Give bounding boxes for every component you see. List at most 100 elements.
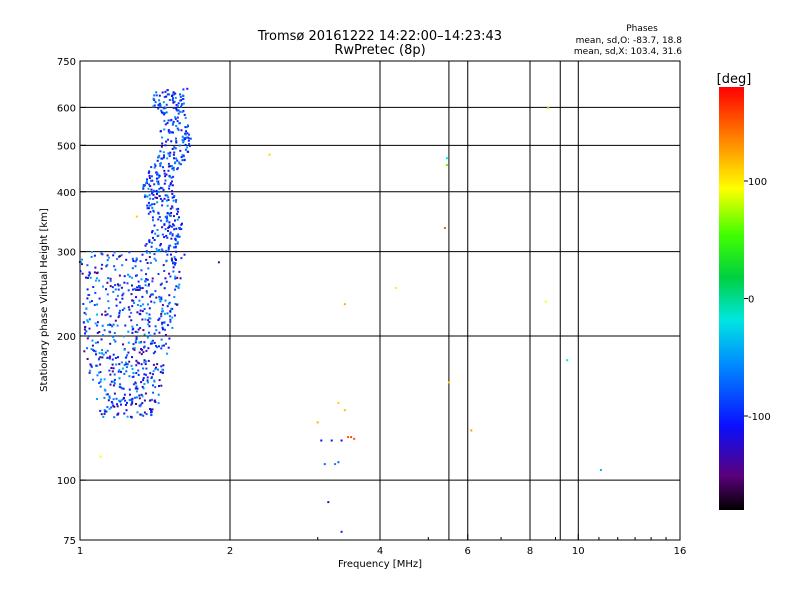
cluster-point: [105, 393, 108, 396]
cluster-point: [84, 332, 86, 335]
cluster-point: [147, 347, 150, 350]
data-point: [470, 429, 473, 432]
cluster-point: [133, 348, 136, 351]
cluster-point: [113, 265, 116, 268]
cluster-point: [158, 345, 160, 348]
cluster-point: [139, 305, 142, 307]
cluster-point: [113, 373, 116, 376]
cluster-point: [148, 174, 151, 177]
cluster-point: [158, 385, 160, 387]
cluster-point: [140, 348, 142, 351]
cluster-point: [85, 330, 88, 333]
cluster-point: [119, 386, 122, 389]
cluster-point: [137, 373, 140, 376]
cluster-point: [154, 290, 157, 293]
cluster-point: [138, 397, 141, 400]
cluster-point: [184, 116, 187, 119]
cluster-point: [150, 179, 153, 182]
cluster-point: [163, 169, 166, 172]
cluster-point: [170, 307, 173, 310]
cluster-point: [81, 272, 84, 275]
cluster-point: [127, 306, 130, 309]
cluster-point: [166, 204, 169, 207]
cluster-point: [131, 402, 134, 405]
cluster-point: [161, 326, 164, 329]
cluster-point: [149, 342, 152, 345]
cluster-point: [163, 344, 165, 347]
cluster-point: [164, 334, 167, 336]
cluster-point: [174, 116, 177, 119]
grid-lines: [79, 61, 681, 540]
cluster-point: [98, 352, 101, 355]
cluster-point: [134, 288, 137, 291]
cluster-point: [134, 330, 137, 333]
cluster-point: [146, 204, 149, 207]
cluster-point: [103, 409, 106, 412]
cluster-point: [87, 294, 90, 296]
cluster-point: [176, 109, 179, 112]
cluster-point: [104, 314, 107, 317]
cluster-point: [169, 183, 172, 186]
cluster-point: [131, 257, 134, 260]
cluster-point: [161, 233, 164, 236]
cluster-point: [131, 305, 134, 308]
cluster-point: [158, 298, 161, 301]
cluster-point: [139, 405, 142, 408]
cluster-point: [146, 262, 149, 264]
cluster-point: [111, 363, 114, 366]
cluster-point: [138, 285, 141, 288]
cluster-point: [157, 211, 160, 214]
cluster-point: [114, 319, 117, 322]
cluster-point: [149, 372, 152, 375]
cluster-point: [169, 244, 172, 247]
cluster-point: [152, 189, 155, 192]
cluster-point: [160, 145, 163, 148]
chart-subtitle: RwPretec (8p): [334, 43, 425, 58]
cluster-point: [160, 338, 163, 341]
cluster-point: [96, 398, 98, 400]
cluster-point: [164, 250, 167, 253]
cluster-point: [94, 279, 97, 282]
cluster-point: [152, 370, 155, 373]
cluster-point: [142, 329, 145, 332]
cluster-point: [107, 256, 110, 259]
cluster-point: [141, 395, 144, 398]
cluster-point: [168, 187, 171, 190]
cluster-point: [175, 303, 178, 306]
cluster-point: [152, 236, 154, 239]
cluster-point: [180, 156, 183, 159]
cluster-point: [106, 393, 109, 396]
cluster-point: [169, 165, 172, 168]
cluster-point: [161, 323, 163, 326]
cluster-point: [165, 234, 168, 237]
cluster-point: [86, 358, 89, 360]
cluster-point: [127, 351, 130, 354]
cluster-point: [148, 183, 151, 186]
cluster-point: [173, 157, 175, 160]
cluster-point: [177, 109, 180, 112]
cluster-point: [115, 304, 118, 307]
cluster-point: [153, 239, 156, 241]
cluster-point: [165, 95, 168, 98]
cluster-point: [108, 323, 111, 326]
cluster-point: [172, 169, 175, 172]
cluster-point: [173, 314, 176, 317]
cluster-point: [155, 366, 157, 369]
cluster-point: [108, 397, 111, 400]
cluster-point: [104, 411, 107, 414]
cluster-point: [164, 299, 167, 302]
cluster-point: [131, 284, 133, 287]
cluster-point: [161, 321, 164, 324]
cluster-point: [166, 305, 169, 308]
cluster-point: [156, 193, 158, 195]
cluster-point: [150, 411, 152, 414]
cluster-point: [140, 381, 143, 384]
data-points: [79, 87, 602, 533]
cluster-point: [171, 316, 174, 319]
cluster-point: [145, 373, 147, 376]
cluster-point: [174, 219, 176, 222]
cluster-point: [103, 412, 106, 415]
cluster-point: [158, 249, 160, 252]
cluster-point: [133, 287, 136, 290]
cluster-point: [156, 368, 159, 371]
